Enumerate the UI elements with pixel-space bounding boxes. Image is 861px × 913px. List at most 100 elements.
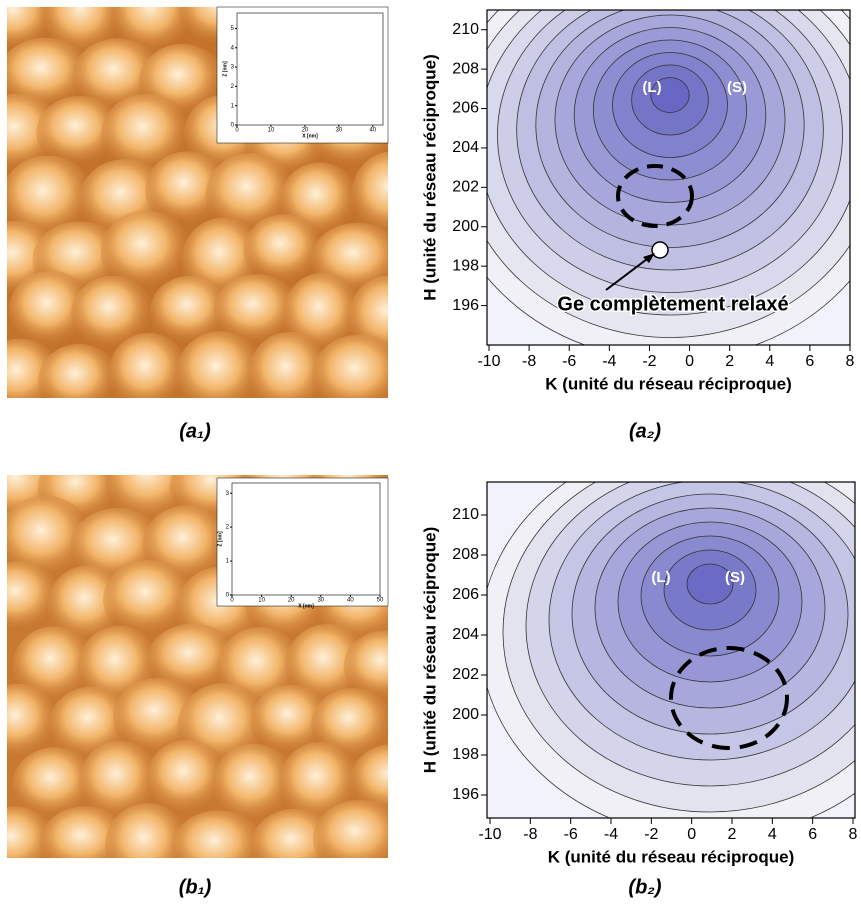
afm-island xyxy=(105,803,191,858)
plot-frame xyxy=(486,481,856,819)
y-tick-label: 204 xyxy=(452,626,479,643)
afm-island xyxy=(312,334,388,398)
afm-island xyxy=(7,495,93,583)
y-tick-label: 206 xyxy=(452,100,479,117)
x-tick-label: -4 xyxy=(604,826,618,843)
x-axis-label: K (unité du réseau réciproque) xyxy=(545,374,792,393)
y-tick-label: 3 xyxy=(231,65,235,71)
y-tick-label: 206 xyxy=(452,586,479,603)
plot-frame xyxy=(231,482,381,596)
y-tick-label: 210 xyxy=(452,21,479,38)
afm-island xyxy=(147,623,239,696)
afm-island xyxy=(12,626,96,706)
x-axis-label: X [nm] xyxy=(298,603,314,609)
x-tick-label: 6 xyxy=(808,826,817,843)
x-tick-label: 8 xyxy=(846,353,855,370)
afm-island xyxy=(7,37,94,113)
x-tick-label: 40 xyxy=(369,128,376,134)
afm-island xyxy=(248,331,331,398)
x-tick-label: 0 xyxy=(235,128,239,134)
afm-island xyxy=(250,684,333,758)
afm-island xyxy=(7,561,62,635)
y-tick-label: 2 xyxy=(226,525,230,531)
x-tick-label: 20 xyxy=(288,598,295,604)
afm-island xyxy=(108,332,189,398)
y-tick-label: 204 xyxy=(452,139,479,156)
y-tick-label: 208 xyxy=(452,60,479,77)
x-axis-label: X [nm] xyxy=(302,133,318,139)
afm-island xyxy=(7,155,95,243)
afm-island xyxy=(71,275,155,353)
annotation: (L) xyxy=(651,569,670,586)
y-tick-label: 3 xyxy=(226,491,230,497)
y-tick-label: 210 xyxy=(452,506,479,523)
y-tick-label: 208 xyxy=(452,546,479,563)
y-axis-label: Z [nm] xyxy=(222,61,228,77)
y-tick-label: 198 xyxy=(452,746,479,763)
arrow-head xyxy=(643,253,655,263)
afm-island xyxy=(7,683,61,762)
afm-island xyxy=(149,275,233,348)
x-axis-label: K (unité du réseau réciproque) xyxy=(548,847,795,866)
afm-island xyxy=(36,95,124,170)
arrow xyxy=(605,255,652,291)
y-tick-label: 4 xyxy=(231,45,235,51)
x-tick-label: -6 xyxy=(564,826,578,843)
x-tick-label: 0 xyxy=(230,598,234,604)
x-tick-label: -10 xyxy=(478,826,501,843)
afm-island xyxy=(12,747,98,822)
contour xyxy=(650,77,690,113)
afm-island xyxy=(100,210,192,294)
y-tick-label: 200 xyxy=(452,218,479,235)
x-tick-label: 2 xyxy=(728,826,737,843)
afm-island xyxy=(350,744,388,817)
plot-frame xyxy=(486,9,851,346)
inset-background xyxy=(216,477,389,607)
panel-label: (a₂) xyxy=(629,420,661,442)
panel-label: (b₂) xyxy=(628,876,662,898)
y-tick-label: 1 xyxy=(231,103,235,109)
y-tick-label: 196 xyxy=(452,786,479,803)
x-tick-label: -2 xyxy=(642,353,656,370)
y-tick-label: 5 xyxy=(231,26,235,32)
contour xyxy=(686,563,734,605)
afm-island xyxy=(103,559,196,639)
x-tick-label: 4 xyxy=(765,353,774,370)
x-tick-label: -10 xyxy=(477,353,500,370)
panel-label: (b₁) xyxy=(179,876,212,898)
afm-island xyxy=(171,810,266,858)
afm-island xyxy=(175,331,265,398)
dashed-circle xyxy=(669,646,789,750)
y-tick-label: 0 xyxy=(226,593,230,599)
afm-island xyxy=(78,740,161,823)
x-tick-label: 0 xyxy=(685,353,694,370)
y-tick-label: 202 xyxy=(452,179,479,196)
y-tick-label: 1 xyxy=(226,559,230,565)
y-tick-label: 2 xyxy=(231,84,235,90)
x-tick-label: 30 xyxy=(317,598,324,604)
afm-island xyxy=(312,800,388,858)
afm-island xyxy=(8,270,94,351)
y-tick-label: 202 xyxy=(452,666,479,683)
annotation: Ge complètement relaxé xyxy=(557,293,788,315)
panel-label: (a₁) xyxy=(179,420,211,442)
y-axis-label: H (unité du réseau réciproque) xyxy=(420,527,439,774)
afm-island xyxy=(38,344,120,398)
afm-island xyxy=(285,623,370,708)
x-tick-label: 8 xyxy=(849,826,858,843)
x-tick-label: 50 xyxy=(377,598,384,604)
annotation: (L) xyxy=(642,79,661,96)
x-tick-label: 30 xyxy=(336,128,343,134)
x-tick-label: 4 xyxy=(768,826,777,843)
afm-island xyxy=(311,688,388,762)
x-tick-label: 10 xyxy=(258,598,265,604)
y-tick-label: 200 xyxy=(452,706,479,723)
y-tick-label: 196 xyxy=(452,297,479,314)
afm-island xyxy=(212,743,296,826)
dashed-circle xyxy=(616,164,694,228)
x-tick-label: 0 xyxy=(687,826,696,843)
annotation: (S) xyxy=(727,79,747,96)
inset-background xyxy=(216,6,389,144)
